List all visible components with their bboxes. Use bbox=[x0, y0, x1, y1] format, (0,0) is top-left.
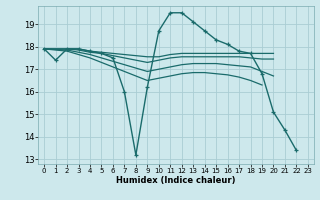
X-axis label: Humidex (Indice chaleur): Humidex (Indice chaleur) bbox=[116, 176, 236, 185]
